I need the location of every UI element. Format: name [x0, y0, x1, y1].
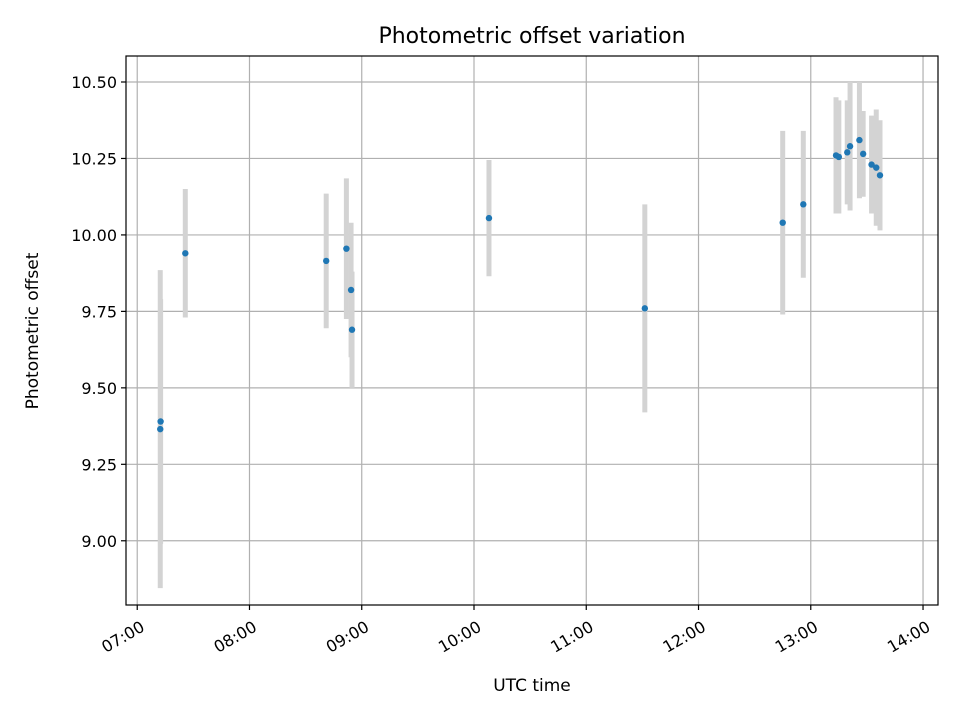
data-point — [859, 150, 867, 158]
data-point — [856, 136, 863, 144]
data-point — [347, 286, 355, 294]
plot-frame — [125, 55, 939, 606]
y-tick-label: 9.25 — [81, 455, 117, 474]
data-point — [779, 219, 786, 226]
data-point — [322, 257, 330, 265]
y-tick-label: 10.50 — [71, 73, 117, 92]
y-axis-label: Photometric offset — [23, 252, 43, 409]
data-point — [182, 250, 189, 257]
data-point — [800, 201, 807, 208]
y-tick-label: 9.00 — [81, 532, 117, 551]
y-tick-label: 10.25 — [71, 149, 117, 168]
data-point — [868, 161, 875, 168]
data-point — [844, 149, 851, 156]
y-tick-label: 9.50 — [81, 379, 117, 398]
data-point — [157, 418, 164, 425]
data-point — [873, 164, 880, 171]
data-point — [835, 153, 843, 161]
data-point — [343, 245, 350, 252]
x-axis-label: UTC time — [493, 676, 571, 696]
y-tick-label: 9.75 — [81, 302, 117, 321]
data-point — [876, 172, 884, 179]
y-axis-ticks: 9.00 9.25 9.50 9.75 10.00 10.25 10.50 — [71, 73, 126, 551]
data-point — [157, 425, 164, 433]
data-point — [485, 214, 493, 222]
data-points — [157, 136, 884, 433]
y-tick-label: 10.00 — [71, 226, 117, 245]
data-point — [348, 326, 356, 333]
chart-title: Photometric offset variation — [378, 24, 685, 49]
data-point — [641, 305, 649, 312]
data-point — [846, 143, 854, 150]
